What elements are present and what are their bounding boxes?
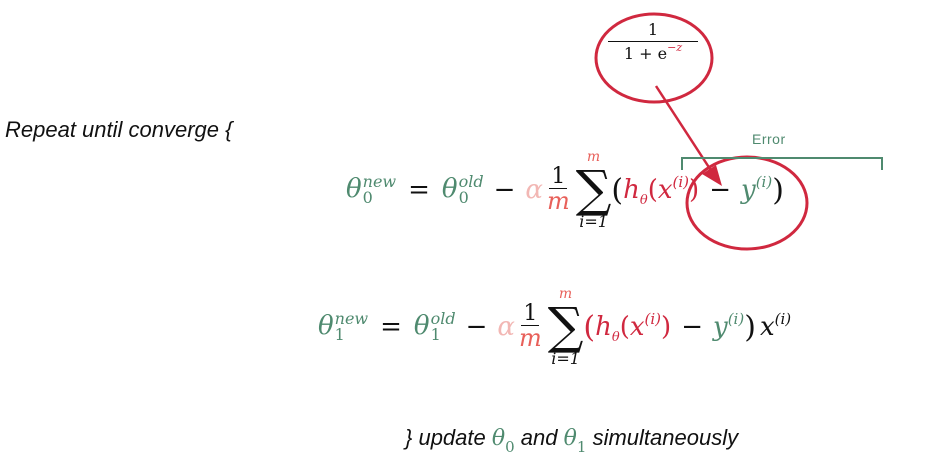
eq0-rhs-theta: θ old 0 bbox=[441, 172, 484, 207]
footer-theta1: θ1 bbox=[563, 426, 587, 456]
eq0-hypothesis: hθ(x(i)) bbox=[623, 173, 700, 208]
error-label: Error bbox=[752, 131, 786, 147]
error-bracket bbox=[681, 157, 883, 170]
eq1-rhs-theta: θ old 1 bbox=[413, 309, 456, 344]
footer-note: } update θ0 and θ1 simultaneously bbox=[405, 425, 739, 456]
footer-theta0: θ0 bbox=[491, 426, 515, 456]
eq0-minus: − bbox=[493, 175, 516, 205]
eq0-sum: m ∑ i=1 bbox=[575, 149, 612, 231]
callout-fraction-bar bbox=[608, 41, 698, 43]
eq1-alpha: α bbox=[497, 312, 515, 342]
eq1-minus: − bbox=[465, 312, 488, 342]
eq0-equals: = bbox=[408, 175, 430, 205]
eq1-lhs: θ new 1 bbox=[318, 309, 369, 344]
eq1-sum: m ∑ i=1 bbox=[547, 286, 584, 368]
eq0-lhs: θ new 0 bbox=[346, 172, 397, 207]
eq1-hypothesis: hθ(x(i)) bbox=[595, 310, 672, 345]
sigmoid-callout: 1 1 + e−z bbox=[608, 20, 698, 63]
eq1-target: y(i) bbox=[713, 310, 745, 342]
callout-numerator: 1 bbox=[647, 20, 659, 39]
equation-theta0: θ new 0 = θ old 0 − α 1 m m ∑ i=1 ( hθ(x(i))… bbox=[346, 149, 784, 231]
eq1-fraction: 1 m bbox=[518, 301, 542, 353]
eq1-feature: x(i) bbox=[759, 310, 792, 342]
eq0-target: y(i) bbox=[741, 173, 773, 205]
equation-theta1: θ new 1 = θ old 1 − α 1 m m ∑ i=1 ( hθ(x(i))… bbox=[318, 286, 792, 368]
repeat-label: Repeat until converge { bbox=[5, 117, 233, 142]
callout-circle bbox=[594, 12, 714, 104]
eq0-alpha: α bbox=[525, 175, 543, 205]
callout-arrow-head bbox=[702, 165, 722, 186]
eq1-equals: = bbox=[380, 312, 402, 342]
callout-denominator: 1 + e−z bbox=[623, 41, 683, 64]
eq0-fraction: 1 m bbox=[546, 164, 570, 216]
